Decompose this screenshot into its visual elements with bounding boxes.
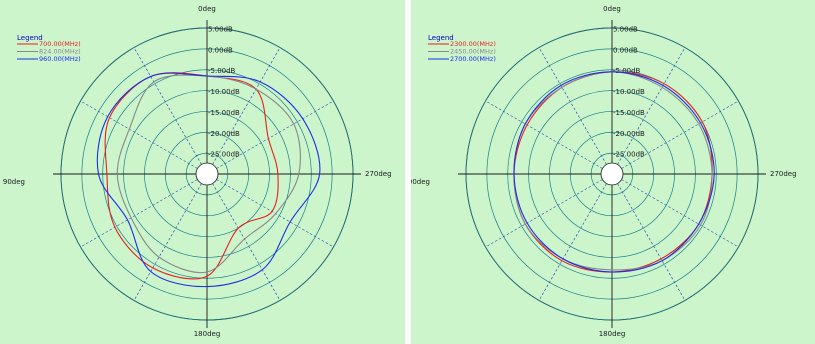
legend-entry: 2700.00(MHz) <box>450 55 496 63</box>
legend-entry: 700.00(MHz) <box>39 40 81 48</box>
series-line-1 <box>116 74 301 274</box>
radial-tick-label: -20.00dB <box>613 130 645 138</box>
radial-tick-label: 5.00dB <box>613 26 638 34</box>
radial-tick-label: -15.00dB <box>613 109 645 117</box>
angle-grid-line <box>617 183 686 301</box>
angle-label-bottom: 180deg <box>194 330 221 338</box>
polar-plot-right: 5.00dB 0.00dB -5.00dB -10.00dB -15.00dB -20.0… <box>411 5 797 338</box>
angle-grid-line <box>212 183 281 301</box>
angle-grid-line <box>621 179 739 248</box>
angle-grid-line <box>617 47 686 165</box>
legend-entry: 960.00(MHz) <box>39 55 81 63</box>
angle-label-top: 0deg <box>603 5 621 13</box>
radial-tick-label: 0.00dB <box>613 46 638 54</box>
angle-grid-line <box>485 179 603 248</box>
legend-entry: 2300.00(MHz) <box>450 40 496 48</box>
angle-label-right: 270deg <box>770 170 797 178</box>
polar-plot-left: 5.00dB 0.00dB -5.00dB -10.00dB -15.00dB -20.0… <box>3 5 392 338</box>
angle-grid-line <box>80 100 198 169</box>
series-line-0 <box>104 72 279 280</box>
polar-chart-left: 5.00dB 0.00dB -5.00dB -10.00dB -15.00dB -20.0… <box>0 0 405 344</box>
radial-tick-label: -20.00dB <box>208 130 240 138</box>
polar-chart-right: 5.00dB 0.00dB -5.00dB -10.00dB -15.00dB -20.0… <box>411 0 815 344</box>
angle-grid-line <box>80 179 198 248</box>
radial-tick-label: 0.00dB <box>208 46 233 54</box>
angle-grid-line <box>538 47 607 165</box>
radial-tick-label: -5.00dB <box>613 67 641 75</box>
angle-grid-line <box>212 47 281 165</box>
radial-tick-label: -15.00dB <box>208 109 240 117</box>
angle-grid-line <box>216 100 334 169</box>
radial-tick-label: -5.00dB <box>208 67 236 75</box>
angle-label-left: 90deg <box>411 178 430 186</box>
angle-grid-line <box>538 183 607 301</box>
angle-grid-line <box>133 47 202 165</box>
radial-tick-label: -25.00dB <box>208 151 240 159</box>
angle-grid-line <box>133 183 202 301</box>
radial-tick-label: -25.00dB <box>613 151 645 159</box>
angle-label-bottom: 180deg <box>599 330 626 338</box>
angle-label-left: 90deg <box>3 178 25 186</box>
series-line-2 <box>513 71 715 273</box>
angle-grid-line <box>485 100 603 169</box>
radial-tick-label: -10.00dB <box>208 88 240 96</box>
radial-tick-label: 5.00dB <box>208 26 233 34</box>
legend-title: Legend <box>17 34 43 42</box>
angle-grid-line <box>216 179 334 248</box>
center-circle <box>195 162 219 186</box>
radial-tick-label: -10.00dB <box>613 88 645 96</box>
legend-title: Legend <box>428 34 454 42</box>
angle-label-right: 270deg <box>365 170 392 178</box>
series-line-2 <box>96 72 321 288</box>
legend-entry: 2450.00(MHz) <box>450 48 496 56</box>
angle-label-top: 0deg <box>198 5 216 13</box>
legend-entry: 824.00(MHz) <box>39 48 81 56</box>
center-circle <box>600 162 624 186</box>
